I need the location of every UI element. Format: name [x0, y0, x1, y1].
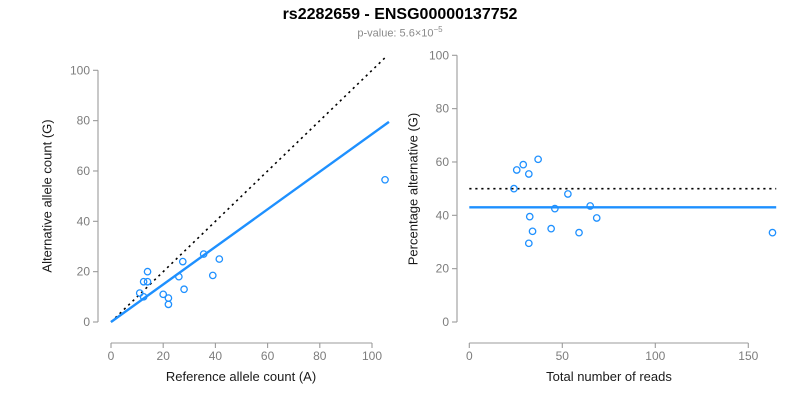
data-point [159, 290, 168, 299]
x-tick-label: 100 [645, 349, 665, 363]
data-point [178, 257, 187, 266]
data-point [551, 204, 559, 213]
data-point [180, 285, 188, 294]
data-point [575, 228, 583, 237]
y-axis-label-left: Alternative allele count (G) [39, 119, 55, 273]
x-tick-label: 0 [108, 349, 115, 363]
data-point [564, 190, 572, 198]
data-point [586, 202, 595, 210]
data-point [381, 175, 389, 184]
p-value-text: p-value: 5.6×10 [357, 27, 434, 40]
x-tick-label: 100 [362, 349, 382, 363]
data-point [534, 155, 542, 164]
y-tick-label: 40 [436, 208, 450, 222]
y-axis-label-right: Percentage alternative (G) [405, 112, 421, 266]
y-tick-label: 40 [77, 214, 91, 228]
data-point [143, 277, 152, 286]
data-point [524, 170, 533, 178]
data-point [175, 272, 183, 281]
x-tick-label: 40 [209, 349, 223, 363]
y-tick-label: 80 [436, 102, 450, 116]
data-point [768, 228, 777, 237]
x-tick-label: 0 [466, 349, 473, 363]
y-tick-label: 60 [77, 164, 91, 178]
data-point [215, 255, 224, 263]
y-tick-label: 80 [77, 114, 91, 128]
data-point [512, 166, 521, 174]
y-tick-label: 60 [436, 155, 450, 169]
data-point [528, 227, 537, 236]
data-point [139, 277, 148, 286]
chart-subtitle: p-value: 5.6×10−5 [0, 25, 800, 40]
data-point [524, 239, 533, 248]
data-point [510, 184, 518, 193]
y-tick-label: 0 [442, 315, 449, 329]
y-tick-label: 20 [77, 265, 91, 279]
x-tick-label: 150 [738, 349, 758, 363]
data-point [519, 160, 528, 169]
fit-line [110, 120, 390, 323]
data-point [208, 271, 217, 280]
chart-title: rs2282659 - ENSG00000137752 [282, 6, 518, 23]
data-point [547, 224, 555, 233]
identity-line [110, 57, 386, 323]
data-point [525, 212, 534, 221]
x-tick-label: 50 [556, 349, 570, 363]
data-point [592, 214, 601, 222]
data-point [199, 250, 208, 258]
y-tick-label: 100 [70, 63, 90, 77]
left-plot: 0 20 40 60 80 100 0 20 40 60 80 100 [70, 57, 390, 363]
data-point [139, 292, 148, 301]
p-value-exponent: −5 [433, 25, 443, 34]
data-point [164, 294, 173, 302]
y-tick-label: 100 [429, 48, 449, 62]
data-point [164, 300, 173, 309]
x-axis-label-left: Reference allele count (A) [165, 369, 317, 384]
x-axis-label-right: Total number of reads [546, 369, 672, 384]
y-tick-label: 20 [436, 262, 450, 276]
right-plot: 0 50 100 150 0 20 40 60 80 100 [429, 48, 777, 363]
x-tick-label: 20 [157, 349, 171, 363]
x-tick-label: 80 [313, 349, 327, 363]
x-tick-label: 60 [261, 349, 275, 363]
y-tick-label: 0 [83, 315, 90, 329]
data-point [143, 267, 152, 276]
